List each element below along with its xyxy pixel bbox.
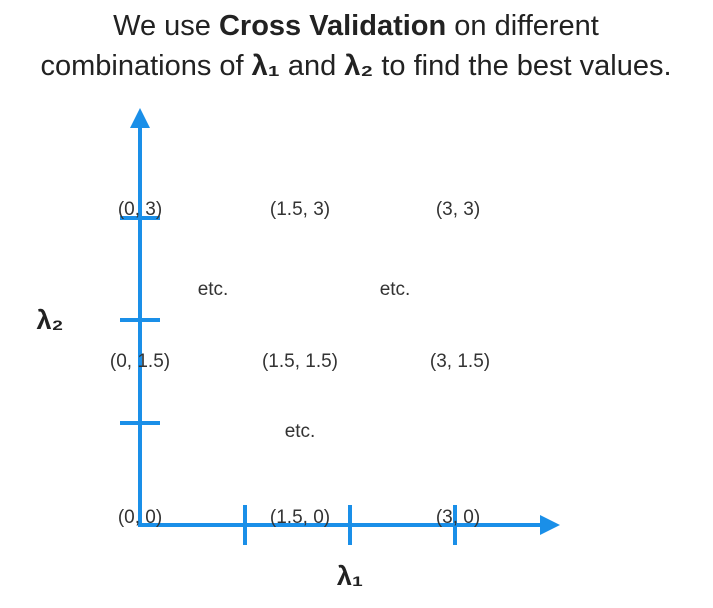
etc-note: etc. (285, 421, 316, 442)
point-label: (0, 3) (118, 199, 162, 220)
point-label: (1.5, 0) (270, 507, 330, 528)
x-arrow (540, 515, 560, 535)
y-axis-label: λ₂ (36, 305, 63, 335)
title-text: combinations of (40, 50, 251, 82)
x-axis-label: λ₁ (337, 561, 363, 591)
etc-note: etc. (380, 279, 411, 300)
y-arrow (130, 108, 150, 128)
point-label: (0, 0) (118, 507, 162, 528)
point-label: (3, 0) (436, 507, 480, 528)
point-label: (3, 3) (436, 199, 480, 220)
etc-note: etc. (198, 279, 229, 300)
title-bold: λ₁ (252, 50, 280, 82)
point-label: (1.5, 3) (270, 199, 330, 220)
title-line-1: We use Cross Validation on different (113, 10, 599, 42)
title-bold: λ₂ (344, 50, 373, 82)
title-text: and (280, 50, 345, 82)
title-line-2: combinations of λ₁ and λ₂ to find the be… (40, 50, 671, 82)
point-label: (0, 1.5) (110, 351, 170, 372)
title-text: on different (446, 10, 599, 42)
point-label: (1.5, 1.5) (262, 351, 338, 372)
title-text: We use (113, 10, 219, 42)
title-text: to find the best values. (373, 50, 671, 82)
title-bold: Cross Validation (219, 10, 446, 42)
axes (120, 108, 560, 545)
point-label: (3, 1.5) (430, 351, 490, 372)
